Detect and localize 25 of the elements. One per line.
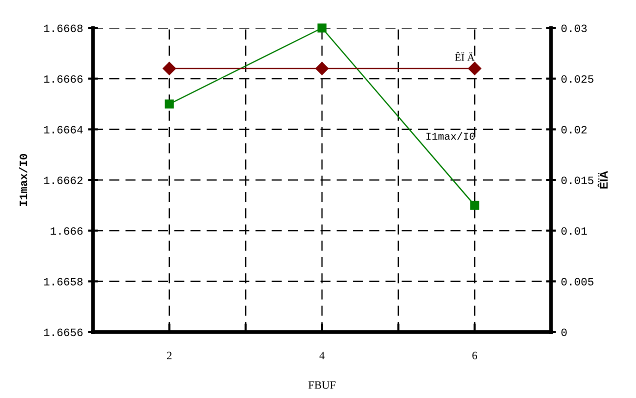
y2-tick-label: 0.005	[561, 278, 594, 286]
point	[317, 23, 327, 33]
y2-tick-label: 0.01	[561, 227, 587, 235]
y-tick-label: 1.6658	[44, 278, 83, 286]
y-tick-label: 1.666	[50, 227, 83, 235]
y-tick-label: 1.6664	[44, 126, 83, 134]
y2-tick-label: 0	[561, 328, 567, 336]
series-label: ÊÏ Ä	[455, 52, 475, 61]
series-label: I1max/I0	[426, 132, 475, 140]
y-tick-label: 1.6662	[44, 176, 82, 184]
y-tick-label: 1.6656	[44, 328, 83, 336]
y-axis-title: I1max/I0	[19, 154, 28, 206]
y2-tick-label: 0.02	[561, 126, 587, 134]
x-tick-label: 4	[319, 352, 325, 360]
point	[470, 200, 480, 210]
y2-axis-title: ÊÏÄ	[598, 171, 608, 189]
y2-tick-label: 0.03	[561, 24, 587, 32]
point	[164, 99, 174, 109]
x-tick-label: 6	[472, 352, 478, 360]
y2-tick-label: 0.025	[561, 75, 594, 83]
y-tick-label: 1.6666	[44, 75, 83, 83]
x-axis-title: FBUF	[308, 381, 336, 389]
y2-tick-label: 0.015	[561, 176, 594, 184]
x-tick-label: 2	[167, 352, 172, 360]
y-tick-label: 1.6668	[44, 24, 83, 32]
